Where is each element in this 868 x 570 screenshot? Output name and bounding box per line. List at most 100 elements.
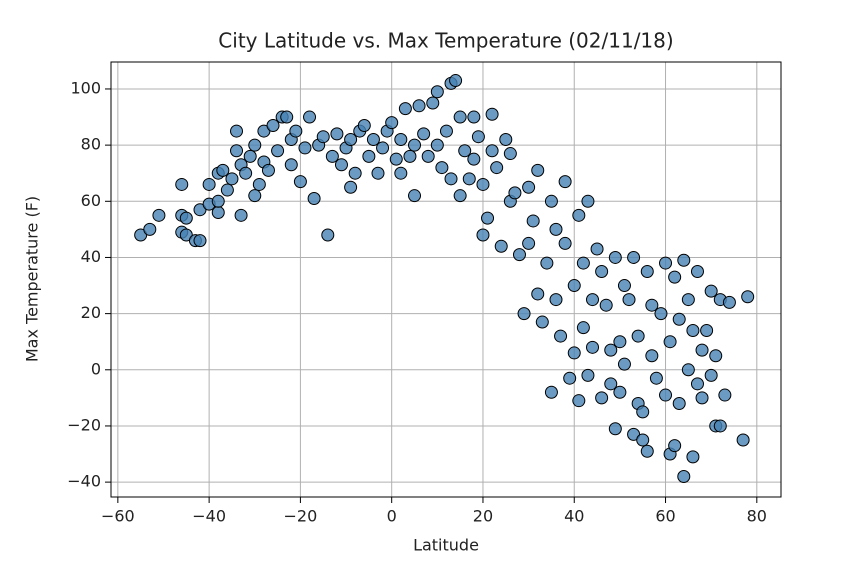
y-tick-label: −40 [67, 472, 101, 491]
point [366, 133, 380, 147]
point [481, 211, 495, 225]
point [458, 144, 472, 158]
point [334, 158, 348, 172]
point [485, 144, 499, 158]
point [558, 236, 572, 250]
point [722, 295, 736, 309]
point [499, 133, 513, 147]
point [604, 377, 618, 391]
point [690, 377, 704, 391]
point [704, 368, 718, 382]
point [531, 287, 545, 301]
point [321, 228, 335, 242]
point [179, 211, 193, 225]
point [608, 250, 622, 264]
y-tick-label: −20 [67, 415, 101, 434]
point [357, 118, 371, 132]
point [239, 166, 253, 180]
point [576, 321, 590, 335]
point [394, 166, 408, 180]
point [741, 290, 755, 304]
point [408, 138, 422, 152]
point [681, 363, 695, 377]
point [211, 194, 225, 208]
point [453, 110, 467, 124]
point [544, 385, 558, 399]
point [284, 158, 298, 172]
point [668, 270, 682, 284]
x-tick-label: −60 [101, 507, 135, 526]
point [554, 329, 568, 343]
point [348, 166, 362, 180]
x-tick-label: 80 [747, 507, 767, 526]
point [700, 323, 714, 337]
point [695, 343, 709, 357]
point [485, 107, 499, 121]
point [617, 357, 631, 371]
point [307, 191, 321, 205]
point [595, 391, 609, 405]
point [522, 180, 536, 194]
point [659, 388, 673, 402]
point [572, 394, 586, 408]
point [230, 124, 244, 138]
point [613, 335, 627, 349]
point [476, 228, 490, 242]
point [467, 110, 481, 124]
point [645, 298, 659, 312]
point [672, 312, 686, 326]
point [522, 236, 536, 250]
point [211, 206, 225, 220]
point [613, 385, 627, 399]
point [535, 315, 549, 329]
x-tick-label: 20 [473, 507, 493, 526]
point [567, 346, 581, 360]
point [271, 144, 285, 158]
point [718, 388, 732, 402]
point [417, 127, 431, 141]
chart-title: City Latitude vs. Max Temperature (02/11… [218, 29, 673, 53]
point [668, 439, 682, 453]
point [549, 293, 563, 307]
point [599, 298, 613, 312]
point [403, 149, 417, 163]
point [220, 183, 234, 197]
x-axis-label: Latitude [413, 536, 479, 555]
point [677, 469, 691, 483]
y-tick-label: 100 [70, 78, 101, 97]
point [695, 391, 709, 405]
point [408, 189, 422, 203]
point [298, 141, 312, 155]
point [412, 99, 426, 113]
point [544, 194, 558, 208]
point [449, 74, 463, 88]
x-tick-label: 60 [655, 507, 675, 526]
point [152, 208, 166, 222]
point [631, 329, 645, 343]
point [517, 307, 531, 321]
point [230, 144, 244, 158]
point [389, 152, 403, 166]
point [686, 323, 700, 337]
point [677, 253, 691, 267]
point [467, 152, 481, 166]
x-tick-label: −40 [192, 507, 226, 526]
point [713, 419, 727, 433]
y-tick-label: 80 [81, 135, 101, 154]
point [636, 405, 650, 419]
point [508, 186, 522, 200]
x-tick-label: −20 [284, 507, 318, 526]
point [690, 264, 704, 278]
point [430, 85, 444, 99]
point [663, 335, 677, 349]
point [709, 349, 723, 363]
point [193, 234, 207, 248]
point [490, 161, 504, 175]
point [216, 163, 230, 177]
point [453, 189, 467, 203]
y-axis-label: Max Temperature (F) [23, 196, 42, 362]
point [686, 450, 700, 464]
point [426, 96, 440, 110]
y-tick-label: 0 [91, 359, 101, 378]
point [344, 133, 358, 147]
